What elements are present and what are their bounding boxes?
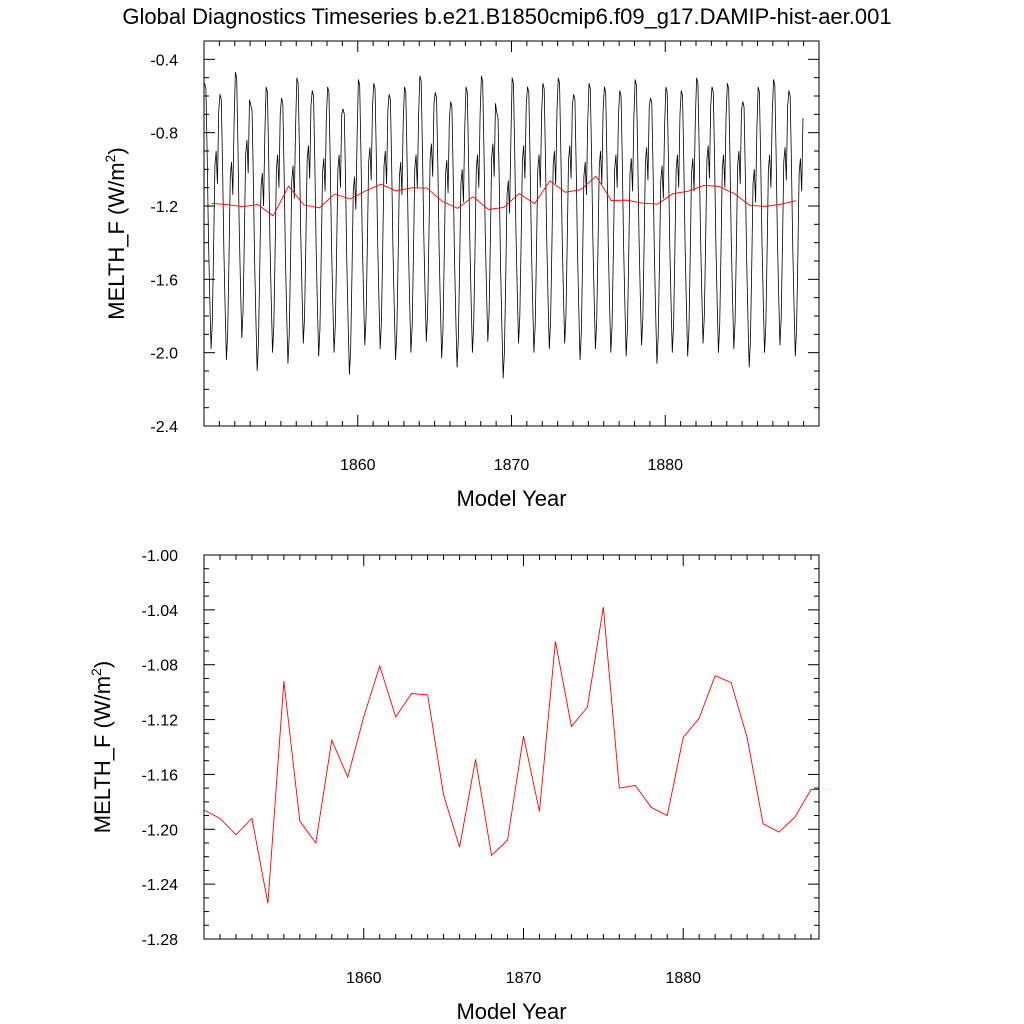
y-tick-label: -1.16 [142, 767, 179, 784]
y-tick-label: -1.00 [142, 548, 179, 565]
x-axis-label: Model Year [456, 999, 566, 1024]
y-tick-label: -0.4 [150, 52, 178, 69]
bottom-chart-panel: 1860 1870 1880 -1.28 -1.24 -1.20 -1.16 -1.12 -1.… [88, 548, 820, 1024]
y-axis-label-superscript: 2 [102, 154, 118, 162]
x-tick-label: 1870 [506, 970, 542, 987]
annual-mean-series-line [203, 607, 819, 904]
figure-title: Global Diagnostics Timeseries b.e21.B185… [122, 4, 891, 29]
y-axis-label-tail: ) [90, 661, 115, 668]
x-tick-label: 1880 [665, 970, 701, 987]
y-axis-label-main: MELTH_F (W/m [90, 676, 115, 833]
plot-frame [203, 554, 820, 940]
y-axis-label: MELTH_F (W/m2) [102, 147, 129, 319]
y-tick-label: -1.04 [142, 603, 179, 620]
y-tick-label: -1.28 [142, 932, 179, 949]
x-tick-label: 1860 [340, 457, 376, 474]
y-tick-label: -1.6 [150, 272, 178, 289]
top-chart-panel: 1860 1870 1880 -2.4 -2.0 -1.6 -1.2 -0.8 -0.4 Mode… [102, 40, 820, 511]
y-axis-label-superscript: 2 [88, 668, 104, 676]
y-axis-label-tail: ) [104, 147, 129, 154]
x-axis-label: Model Year [456, 486, 566, 511]
y-tick-label: -1.24 [142, 877, 179, 894]
y-tick-label: -0.8 [150, 126, 178, 143]
y-axis-label-main: MELTH_F (W/m [104, 162, 129, 319]
monthly-series-line [204, 72, 804, 379]
y-tick-label: -1.08 [142, 658, 179, 675]
x-tick-label: 1860 [346, 970, 382, 987]
y-tick-label: -1.12 [142, 713, 179, 730]
y-tick-label: -2.0 [150, 346, 178, 363]
x-tick-label: 1880 [647, 457, 683, 474]
y-tick-label: -2.4 [150, 419, 178, 436]
annual-mean-series-line [211, 175, 797, 217]
x-tick-label: 1870 [494, 457, 530, 474]
y-tick-label: -1.20 [142, 822, 179, 839]
y-axis-label: MELTH_F (W/m2) [88, 661, 115, 833]
y-tick-label: -1.2 [150, 199, 178, 216]
